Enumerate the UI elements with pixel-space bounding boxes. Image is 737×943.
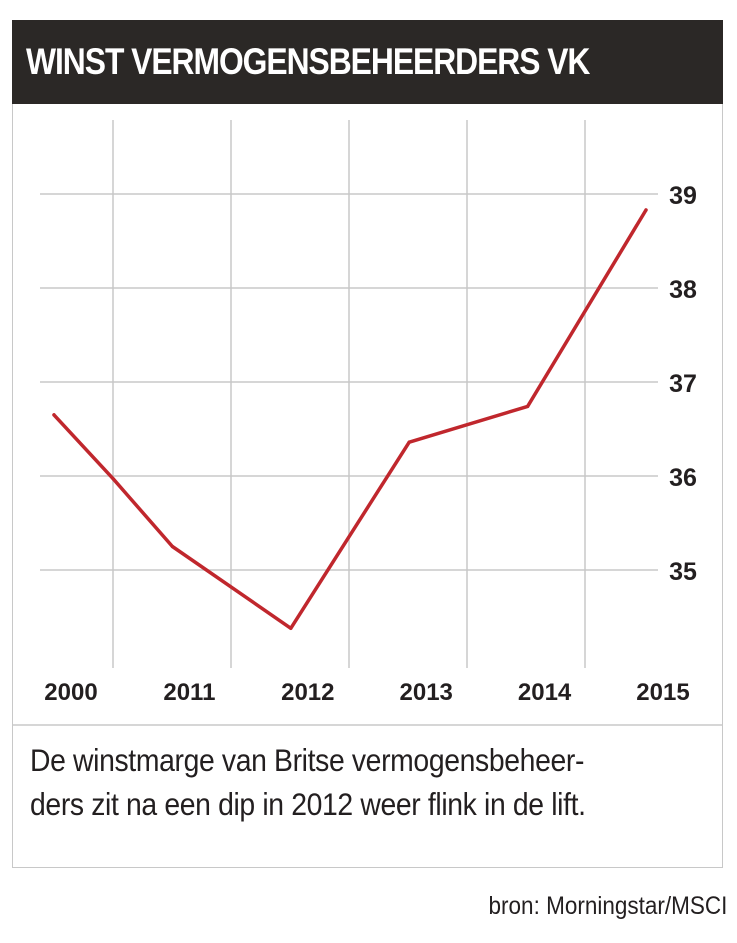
x-tick-label: 2013	[400, 679, 453, 706]
data-point	[526, 404, 530, 409]
vertical-gridlines	[112, 120, 586, 668]
caption-line-1: De winstmarge van Britse vermogensbeheer…	[30, 742, 585, 778]
chart-title: WINST VERMOGENSBEHEERDERS VK	[26, 41, 590, 82]
y-tick-label: 38	[669, 276, 697, 304]
data-point	[170, 544, 174, 549]
data-point	[644, 208, 648, 212]
y-tick-label: 36	[669, 464, 697, 492]
data-point	[111, 477, 115, 481]
x-tick-label: 2011	[163, 679, 215, 706]
y-tick-label: 39	[669, 182, 697, 210]
data-point	[52, 413, 56, 417]
data-point	[289, 626, 293, 630]
caption: De winstmarge van Britse vermogensbeheer…	[30, 738, 710, 826]
x-tick-label: 2015	[636, 679, 689, 706]
caption-line-2: ders zit na een dip in 2012 weer flink i…	[30, 786, 586, 822]
x-tick-label: 2014	[518, 679, 572, 706]
source-note: bron: Morningstar/MSCI	[488, 892, 727, 920]
y-tick-labels: 35 36 37 38 39	[669, 182, 697, 586]
x-tick-labels: 2000 2011 2012 2013 2014 2015	[44, 679, 689, 706]
y-tick-label: 37	[669, 370, 697, 398]
data-point	[407, 440, 411, 444]
title-bar: WINST VERMOGENSBEHEERDERS VK	[12, 20, 723, 104]
x-tick-label: 2012	[281, 679, 334, 706]
series-layer	[52, 208, 648, 631]
horizontal-gridlines	[40, 193, 658, 571]
y-tick-label: 35	[669, 558, 697, 586]
x-tick-label: 2000	[44, 679, 97, 706]
series-line	[52, 208, 648, 631]
